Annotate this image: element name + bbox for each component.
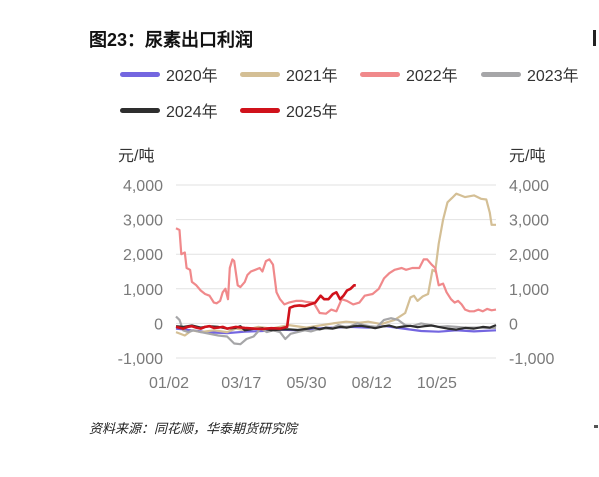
x-tick-3: 08/12	[352, 375, 392, 392]
series-line-2022	[175, 227, 497, 315]
legend-label-2022: 2022年	[406, 68, 458, 85]
x-tick-4: 10/25	[417, 375, 457, 392]
x-tick-0: 01/02	[149, 375, 189, 392]
x-tick-1: 03/17	[221, 375, 261, 392]
y-tick-right-1: 3,000	[509, 213, 549, 230]
legend-label-2021: 2021年	[286, 68, 338, 85]
adjacent-figure-edge-dot	[594, 425, 598, 428]
axis-ticks: 4,000 4,000 3,000 3,000 2,000 2,000 1,000 1,000…	[118, 178, 555, 392]
legend-swatch-2020	[120, 71, 160, 77]
legend-swatch-2022	[360, 71, 400, 77]
legend-item-2023: 2023年	[481, 62, 579, 86]
y-tick-left-3: 1,000	[123, 282, 163, 299]
series-lines	[175, 192, 497, 346]
series-line-2025	[175, 283, 356, 331]
y-tick-right-2: 2,000	[509, 247, 549, 264]
right-axis-unit: 元/吨	[509, 148, 546, 165]
adjacent-figure-edge	[593, 30, 596, 46]
y-tick-left-1: 3,000	[123, 213, 163, 230]
legend-item-2022: 2022年	[360, 62, 458, 86]
legend-item-2021: 2021年	[240, 62, 338, 86]
x-tick-2: 05/30	[286, 375, 326, 392]
figure-title: 图23：尿素出口利润	[89, 30, 254, 50]
y-tick-left-5: -1,000	[118, 351, 163, 368]
y-tick-right-3: 1,000	[509, 282, 549, 299]
legend-label-2023: 2023年	[527, 68, 579, 85]
legend-label-2020: 2020年	[166, 68, 218, 85]
legend-item-2025: 2025年	[240, 98, 338, 122]
left-axis-unit: 元/吨	[118, 148, 155, 165]
y-tick-left-4: 0	[154, 316, 163, 333]
legend-item-2024: 2024年	[120, 98, 218, 122]
grid-lines	[176, 184, 496, 359]
legend-swatch-2024	[120, 107, 160, 113]
y-tick-left-2: 2,000	[123, 247, 163, 264]
y-tick-right-5: -1,000	[509, 351, 554, 368]
legend-item-2020: 2020年	[120, 62, 218, 86]
series-line-2021	[175, 192, 496, 337]
y-tick-right-4: 0	[509, 316, 518, 333]
y-tick-right-0: 4,000	[509, 178, 549, 195]
source-note: 资料来源：同花顺，华泰期货研究院	[89, 421, 298, 436]
legend-swatch-2025	[240, 107, 280, 113]
legend-label-2025: 2025年	[286, 104, 338, 121]
y-tick-left-0: 4,000	[123, 178, 163, 195]
legend-swatch-2023	[481, 71, 521, 77]
legend-label-2024: 2024年	[166, 104, 218, 121]
legend-swatch-2021	[240, 71, 280, 77]
